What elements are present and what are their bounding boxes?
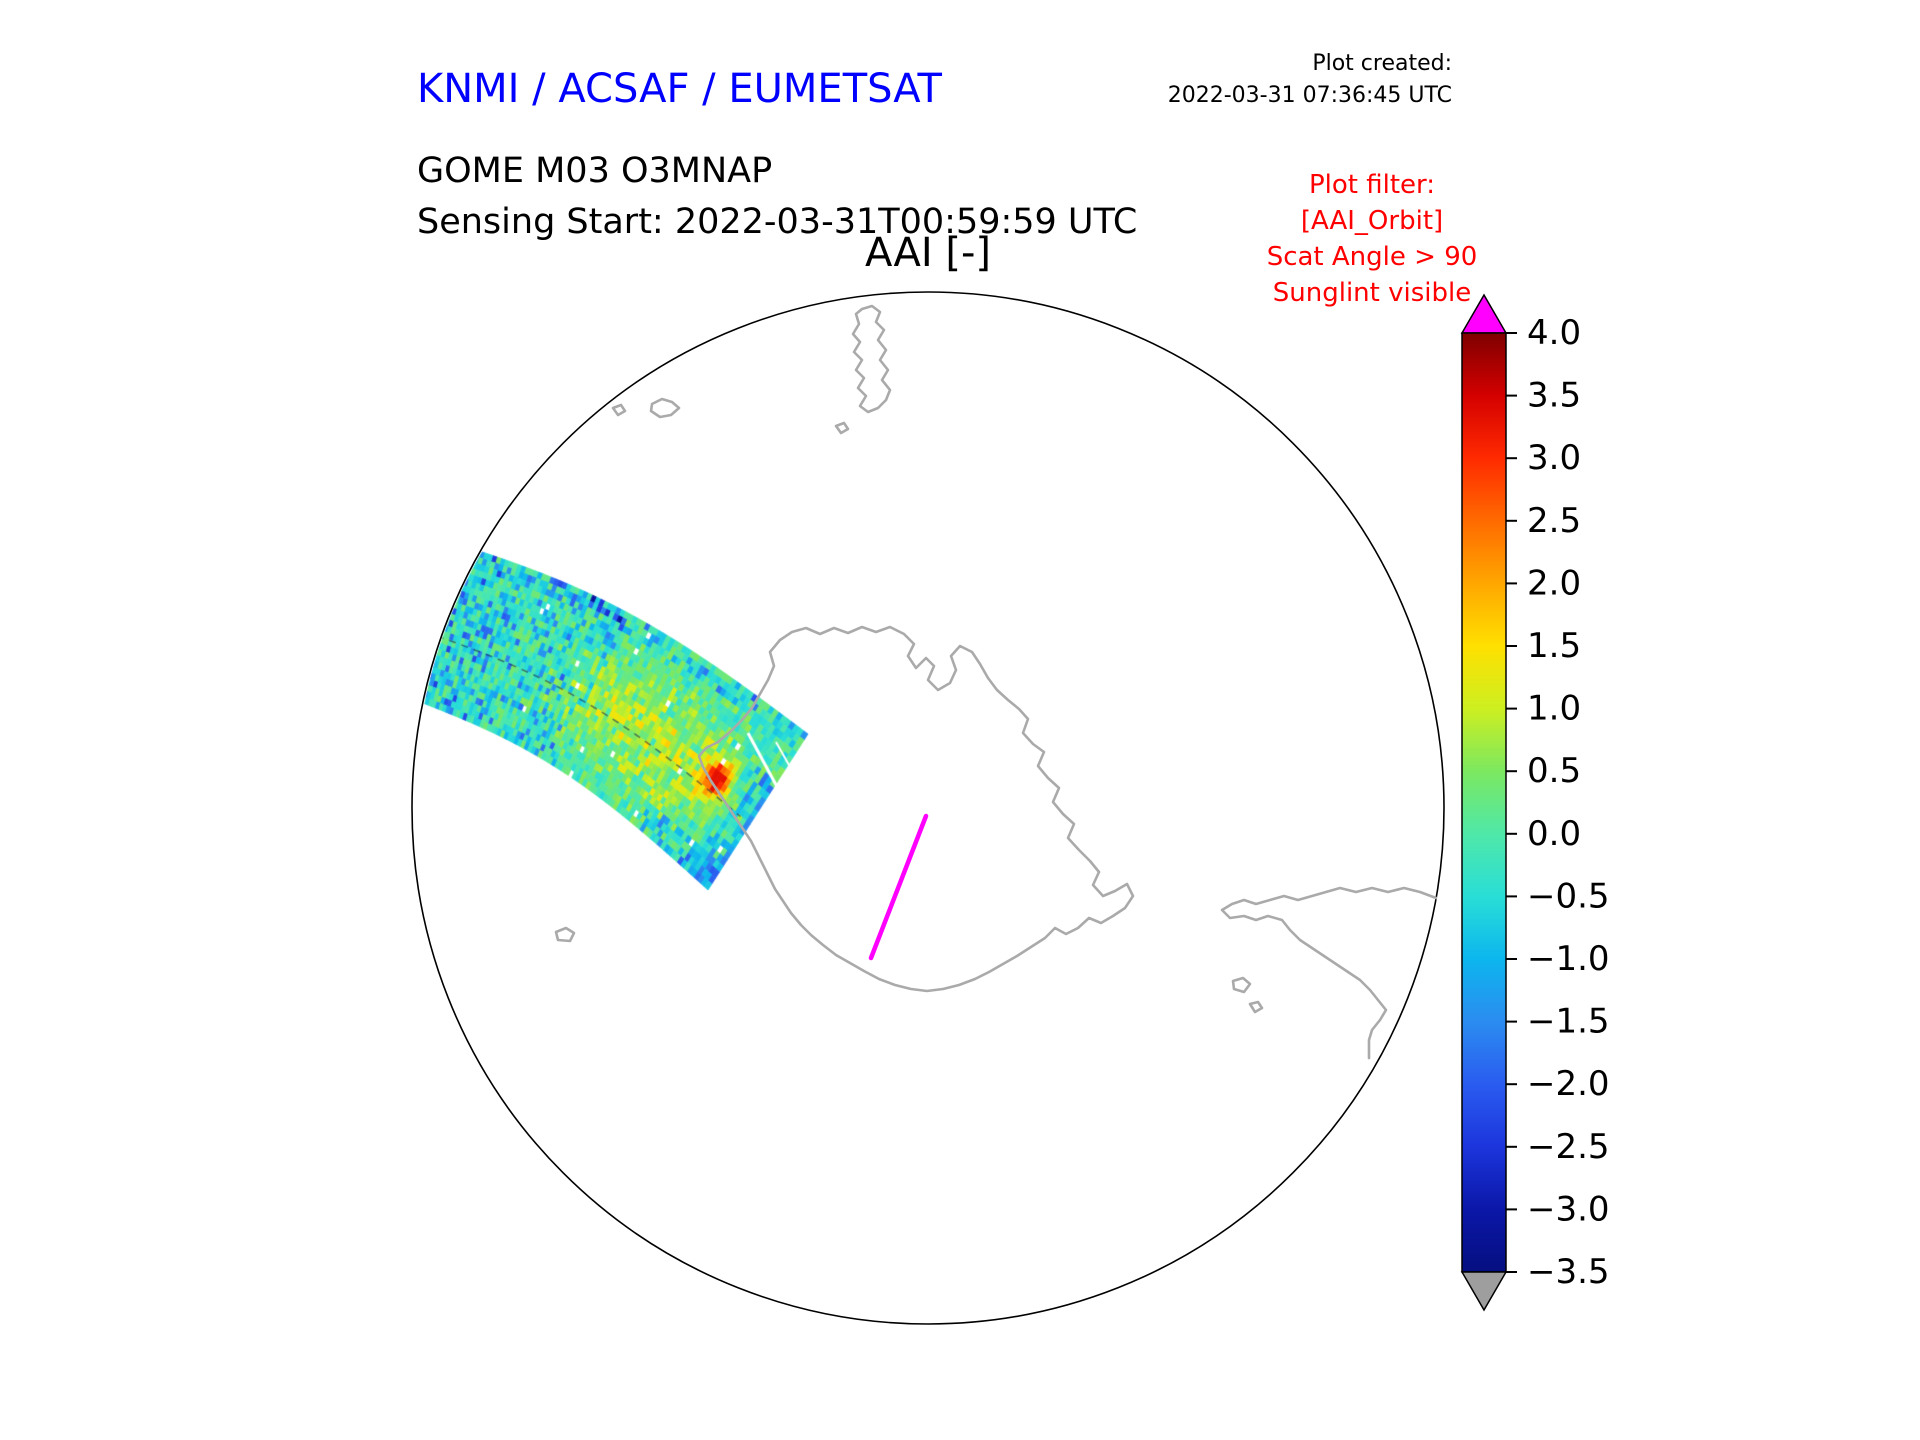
plot-filter-note: Plot filter: [AAI_Orbit] Scat Angle > 90… (1232, 168, 1512, 312)
colorbar-tick-label: 0.5 (1527, 751, 1581, 791)
filter-line: Sunglint visible (1272, 277, 1472, 308)
colorbar-ticks: 4.0 3.5 3.0 2.5 2.0 1.5 1.0 0.5 0.0 −0.5 −1.0 −1.5 −… (1506, 313, 1610, 1292)
plot-title: AAI [-] (865, 230, 991, 276)
colorbar-tick-label: 3.0 (1527, 438, 1581, 478)
colorbar-tick-label: 1.0 (1527, 689, 1581, 729)
colorbar-tick-label: 0.0 (1527, 814, 1581, 854)
filter-line: Scat Angle > 90 (1266, 241, 1478, 272)
org-title: KNMI / ACSAF / EUMETSAT (417, 66, 942, 112)
coastlines-layer (554, 304, 1438, 1060)
colorbar-tick-label: −1.0 (1527, 939, 1610, 979)
plot-created-label: Plot created: (1312, 51, 1452, 76)
island-coastline (1248, 1000, 1264, 1014)
island-coastline (1231, 976, 1252, 994)
colorbar-tick-label: −0.5 (1527, 876, 1610, 916)
sunglint-line (868, 813, 929, 961)
colorbar-tick-label: −3.5 (1527, 1252, 1610, 1292)
colorbar-tick-label: 2.5 (1527, 501, 1581, 541)
polar-map-boundary (411, 291, 1445, 1325)
island-coastline (649, 397, 681, 419)
filter-line: [AAI_Orbit] (1300, 205, 1444, 236)
colorbar-tick-label: 2.0 (1527, 563, 1581, 603)
sensing-start: Sensing Start: 2022-03-31T00:59:59 UTC (417, 201, 1138, 242)
east-side-coastline (1220, 886, 1438, 1060)
filter-line: Plot filter: (1308, 170, 1436, 200)
colorbar: 4.0 3.5 3.0 2.5 2.0 1.5 1.0 0.5 0.0 −0.5 −1.0 −1.5 −… (1460, 293, 1610, 1312)
product-block: GOME M03 O3MNAP Sensing Start: 2022-03-3… (417, 146, 1137, 248)
colorbar-tick-label: 4.0 (1527, 313, 1581, 353)
antarctica-coastline (697, 625, 1135, 993)
island-coastline (834, 421, 850, 435)
island-coastline (611, 403, 627, 417)
colorbar-tick-label: 3.5 (1527, 376, 1581, 416)
south-america-tip-coastline (851, 304, 892, 414)
colorbar-tick-label: −2.0 (1527, 1064, 1610, 1104)
colorbar-gradient-bar (1461, 332, 1507, 1273)
plot-created-value: 2022-03-31 07:36:45 UTC (1167, 82, 1452, 108)
colorbar-tick-label: 1.5 (1527, 626, 1581, 666)
product-name: GOME M03 O3MNAP (417, 151, 773, 191)
colorbar-tick-label: −2.5 (1527, 1127, 1610, 1167)
colorbar-tick-label: −1.5 (1527, 1002, 1610, 1042)
colorbar-under-arrow (1460, 1271, 1508, 1312)
colorbar-tick-label: −3.0 (1527, 1189, 1610, 1229)
island-coastline (554, 926, 576, 943)
plot-created-block: Plot created: 2022-03-31 07:36:45 UTC (1168, 48, 1452, 112)
